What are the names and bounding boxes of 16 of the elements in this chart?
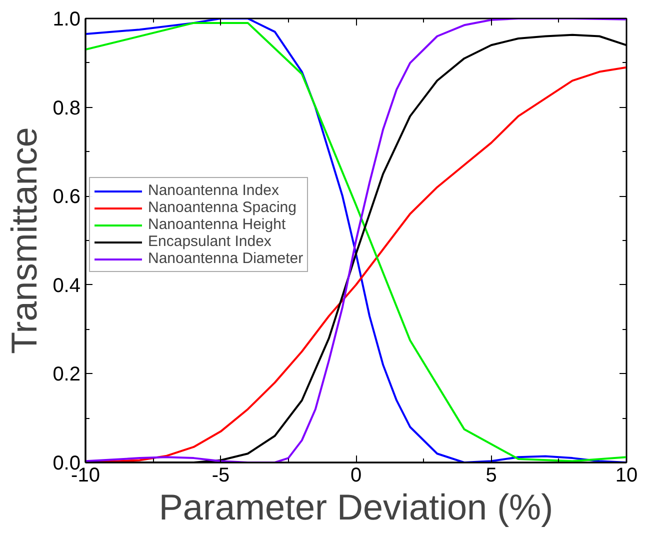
y-axis-title: Transmittance bbox=[4, 127, 45, 354]
x-axis-title: Parameter Deviation (%) bbox=[158, 486, 554, 528]
y-tick-label: 0.4 bbox=[52, 274, 81, 297]
legend-label: Nanoantenna Diameter bbox=[148, 250, 304, 267]
x-tick-label: 0 bbox=[350, 464, 362, 486]
y-tick-label: 0.8 bbox=[52, 97, 81, 120]
legend-label: Encapsulant Index bbox=[148, 233, 272, 250]
y-tick-label: 0.6 bbox=[52, 186, 81, 208]
legend-label: Nanoantenna Spacing bbox=[148, 199, 296, 216]
legend-label: Nanoantenna Height bbox=[148, 216, 286, 233]
x-tick-label: 10 bbox=[615, 464, 638, 486]
y-tick-label: 1.0 bbox=[52, 8, 81, 30]
y-tick-label: 0.2 bbox=[52, 364, 81, 386]
x-tick-label: 5 bbox=[486, 464, 497, 486]
x-tick-label: -5 bbox=[212, 464, 230, 486]
legend-label: Nanoantenna Index bbox=[148, 182, 279, 199]
